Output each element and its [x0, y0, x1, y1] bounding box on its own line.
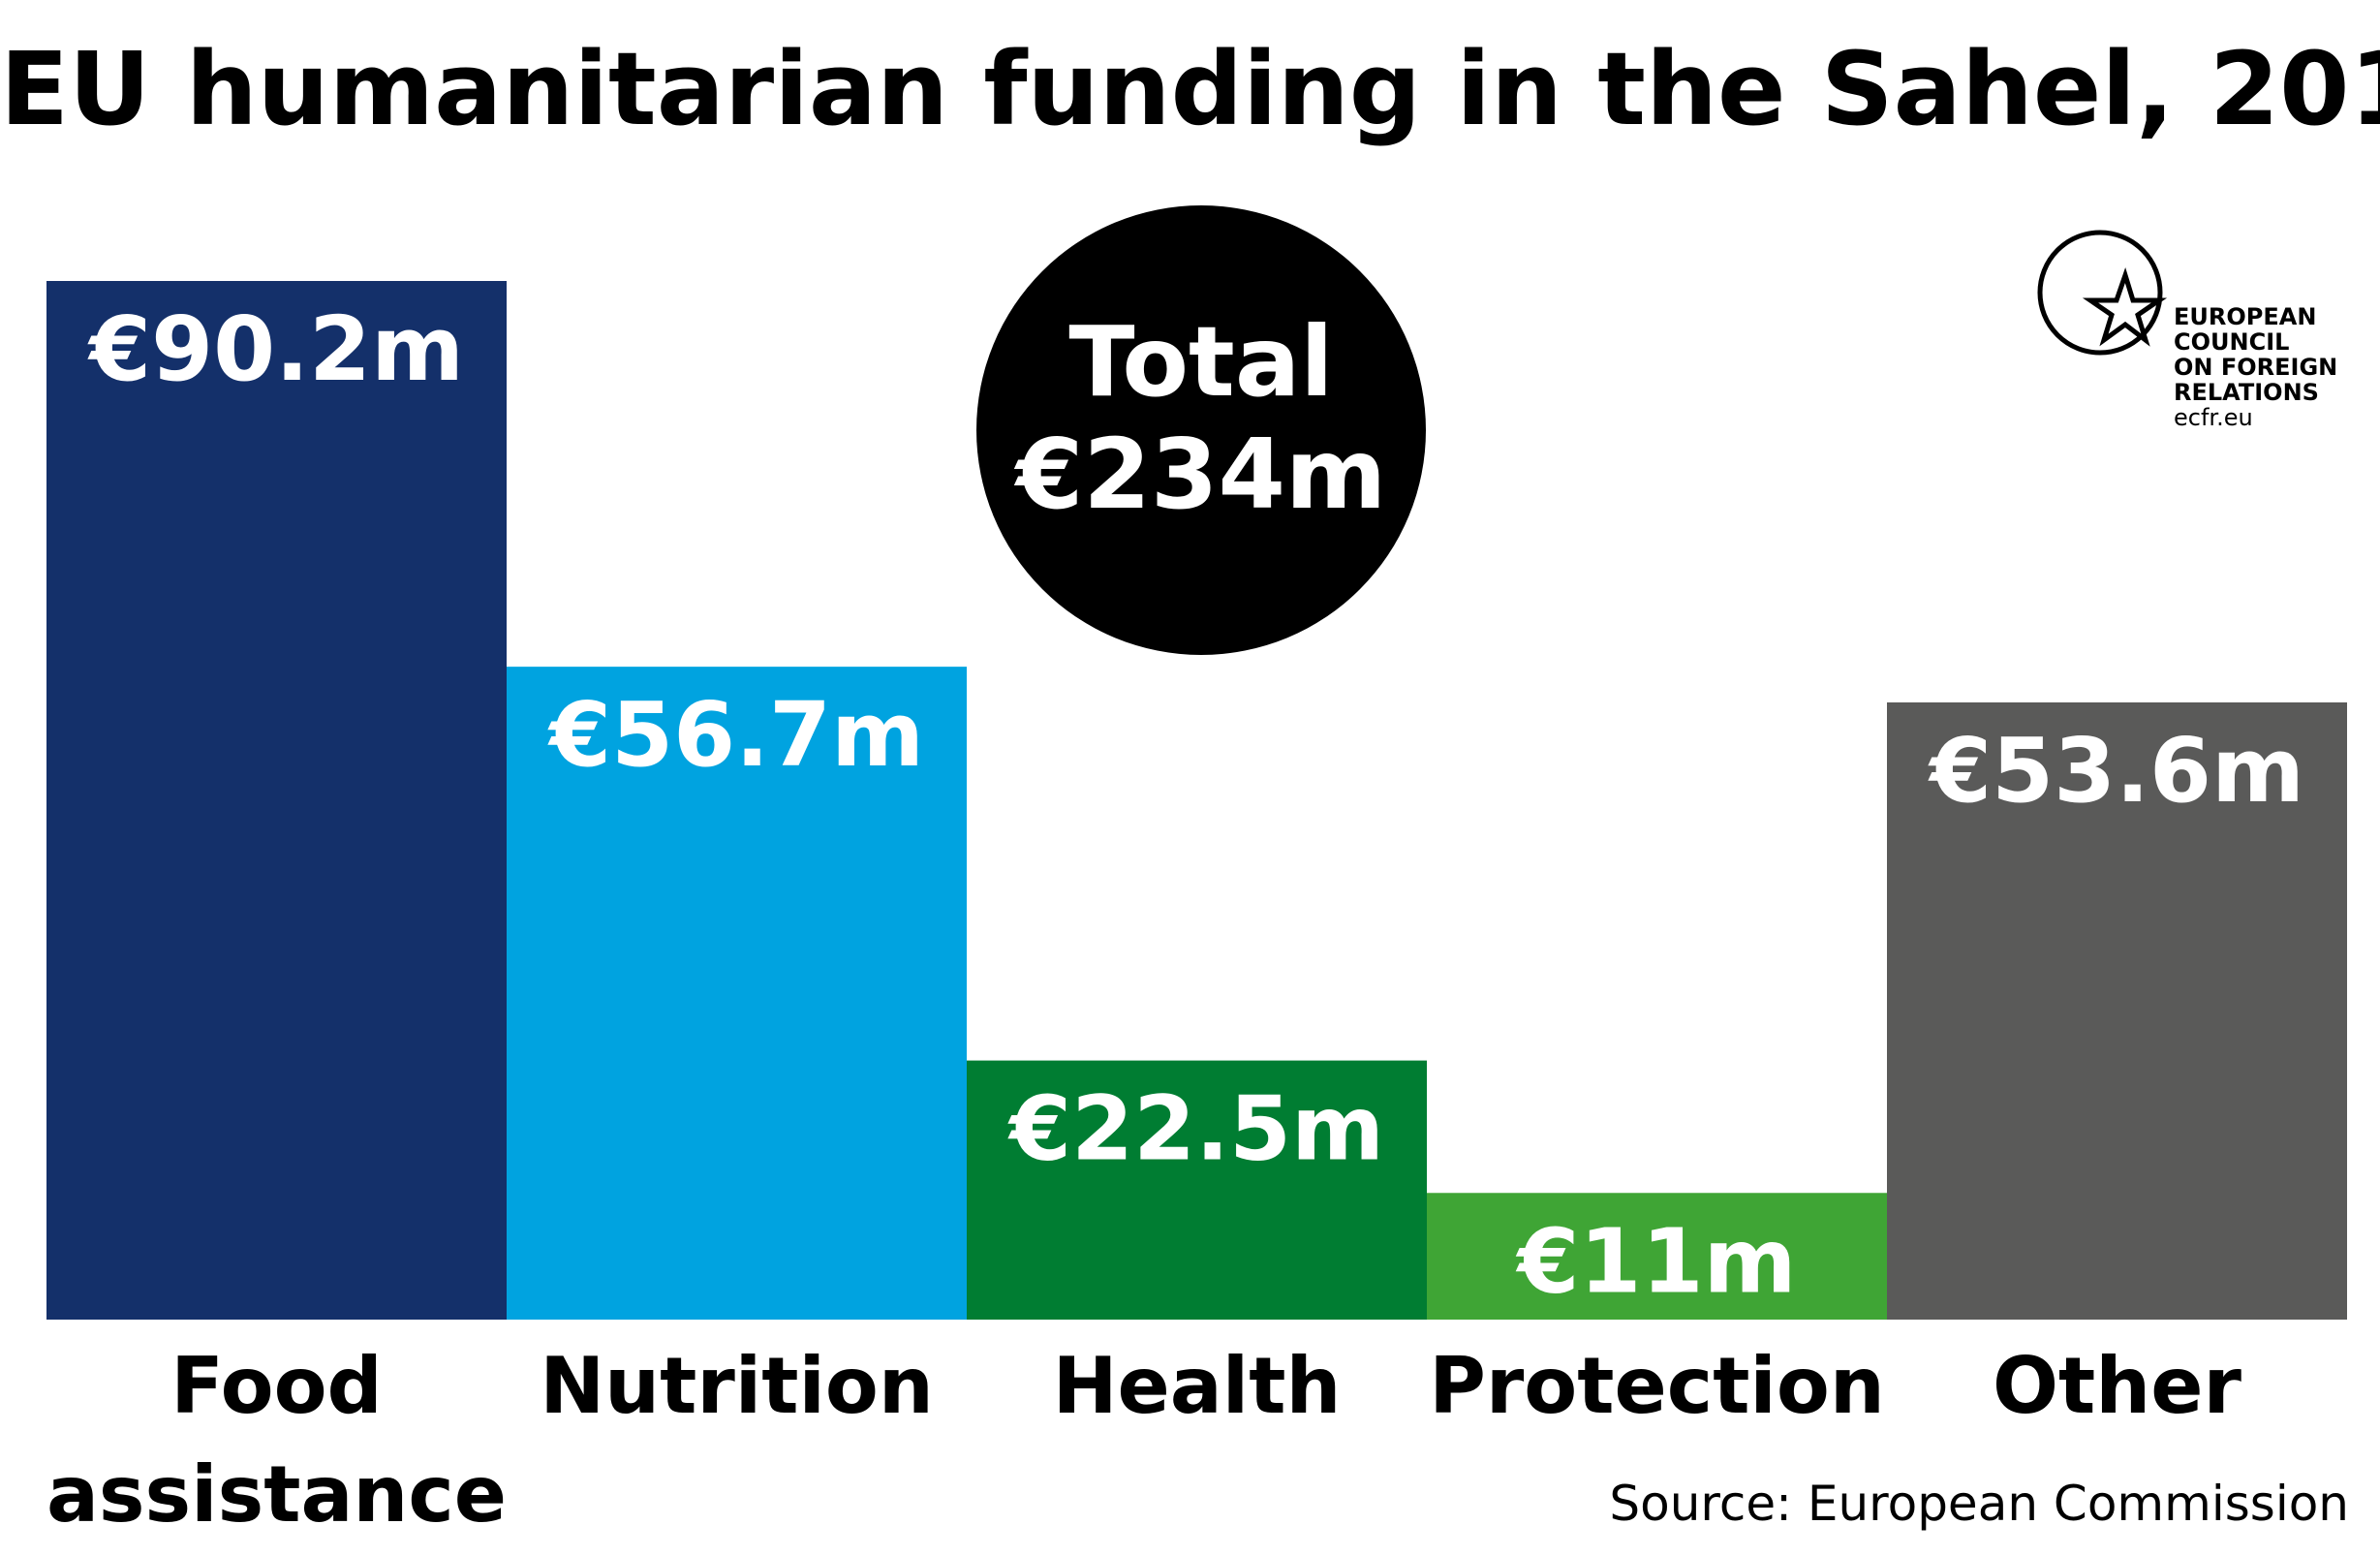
bar-value-label: €53.6m	[1928, 719, 2304, 823]
category-label: assistance	[46, 1449, 507, 1540]
ecfr-logo-text: EUROPEAN COUNCIL ON FOREIGN RELATIONS ec…	[2174, 304, 2337, 430]
category-labels-group: Food assistance Nutrition Health Protection O…	[46, 1341, 2242, 1540]
total-value: €234m	[1014, 418, 1387, 531]
ecfr-logo-line: RELATIONS	[2174, 379, 2319, 406]
category-label: Health	[1053, 1341, 1342, 1431]
category-label: Nutrition	[540, 1341, 934, 1431]
ecfr-logo-line: COUNCIL	[2174, 328, 2290, 356]
bar-2	[967, 1060, 1427, 1320]
ecfr-logo-url: ecfr.eu	[2174, 404, 2253, 431]
bars-group	[46, 281, 2347, 1320]
total-label: Total	[1068, 305, 1333, 419]
category-label: Other	[1993, 1341, 2241, 1431]
bar-4	[1887, 701, 2347, 1320]
total-badge: Total €234m	[976, 205, 1426, 655]
ecfr-logo-line: EUROPEAN	[2174, 303, 2317, 330]
bar-value-label: €11m	[1516, 1209, 1797, 1313]
total-circle	[976, 205, 1426, 655]
bar-value-label: €22.5m	[1007, 1077, 1384, 1181]
chart-title: EU humanitarian funding in the Sahel, 20…	[0, 30, 2380, 148]
ecfr-logo: EUROPEAN COUNCIL ON FOREIGN RELATIONS ec…	[2032, 219, 2337, 432]
bar-value-label: €90.2m	[87, 297, 464, 401]
bar-0	[46, 281, 507, 1320]
ecfr-logo-line: ON FOREIGN	[2174, 354, 2338, 381]
bar-3	[1427, 1193, 1887, 1320]
source-note: Source: European Commission	[1609, 1476, 2349, 1532]
bar-1	[507, 667, 967, 1320]
value-labels-group: €90.2m €56.7m €22.5m €11m €53.6m	[87, 297, 2304, 1313]
category-label: Food	[170, 1341, 383, 1431]
bar-value-label: €56.7m	[547, 683, 924, 787]
ecfr-circle-star-icon	[2037, 230, 2168, 356]
category-label: Protection	[1429, 1341, 1885, 1431]
